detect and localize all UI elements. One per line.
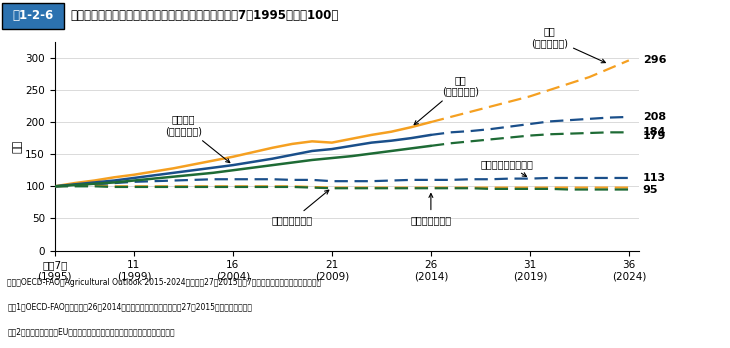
Text: 2）先進国は米国、EU、日本等、開発途上国は中国、インド、エジプト等: 2）先進国は米国、EU、日本等、開発途上国は中国、インド、エジプト等 [7, 327, 175, 336]
Text: 296: 296 [642, 55, 666, 65]
Text: 注：1）OECD-FAOによる平成26（2014）年までのデータ及び、平成27（2015）年以降は推計値: 注：1）OECD-FAOによる平成26（2014）年までのデータ及び、平成27（… [7, 303, 253, 312]
Text: 家きん肉（先進国）: 家きん肉（先進国） [480, 159, 533, 176]
Text: 牛肉（先進国）: 牛肉（先進国） [410, 193, 451, 225]
Text: 113: 113 [642, 173, 666, 183]
Text: 図1-2-6: 図1-2-6 [12, 9, 54, 22]
Text: 豚肉
(開発途上国): 豚肉 (開発途上国) [414, 75, 479, 125]
Y-axis label: 指数: 指数 [12, 140, 23, 153]
Text: 先進国と開発途上国の食肉需要の推移と見通し（平成7（1995）年＝100）: 先進国と開発途上国の食肉需要の推移と見通し（平成7（1995）年＝100） [70, 9, 339, 22]
Text: 184: 184 [642, 127, 666, 137]
Text: 豚肉（先進国）: 豚肉（先進国） [272, 190, 328, 225]
Text: 牛肉
(開発途上国): 牛肉 (開発途上国) [531, 26, 605, 63]
Text: 資料：OECD-FAO「Agricultural Outlook 2015-2024」（平成27（2015）年7月公表）を基に農林水産省で作成: 資料：OECD-FAO「Agricultural Outlook 2015-20… [7, 278, 321, 287]
Text: 208: 208 [642, 112, 666, 122]
Text: 179: 179 [642, 130, 666, 141]
Text: 家きん肉
(開発途上国): 家きん肉 (開発途上国) [165, 114, 230, 163]
FancyBboxPatch shape [2, 2, 64, 29]
Text: 95: 95 [642, 184, 658, 195]
